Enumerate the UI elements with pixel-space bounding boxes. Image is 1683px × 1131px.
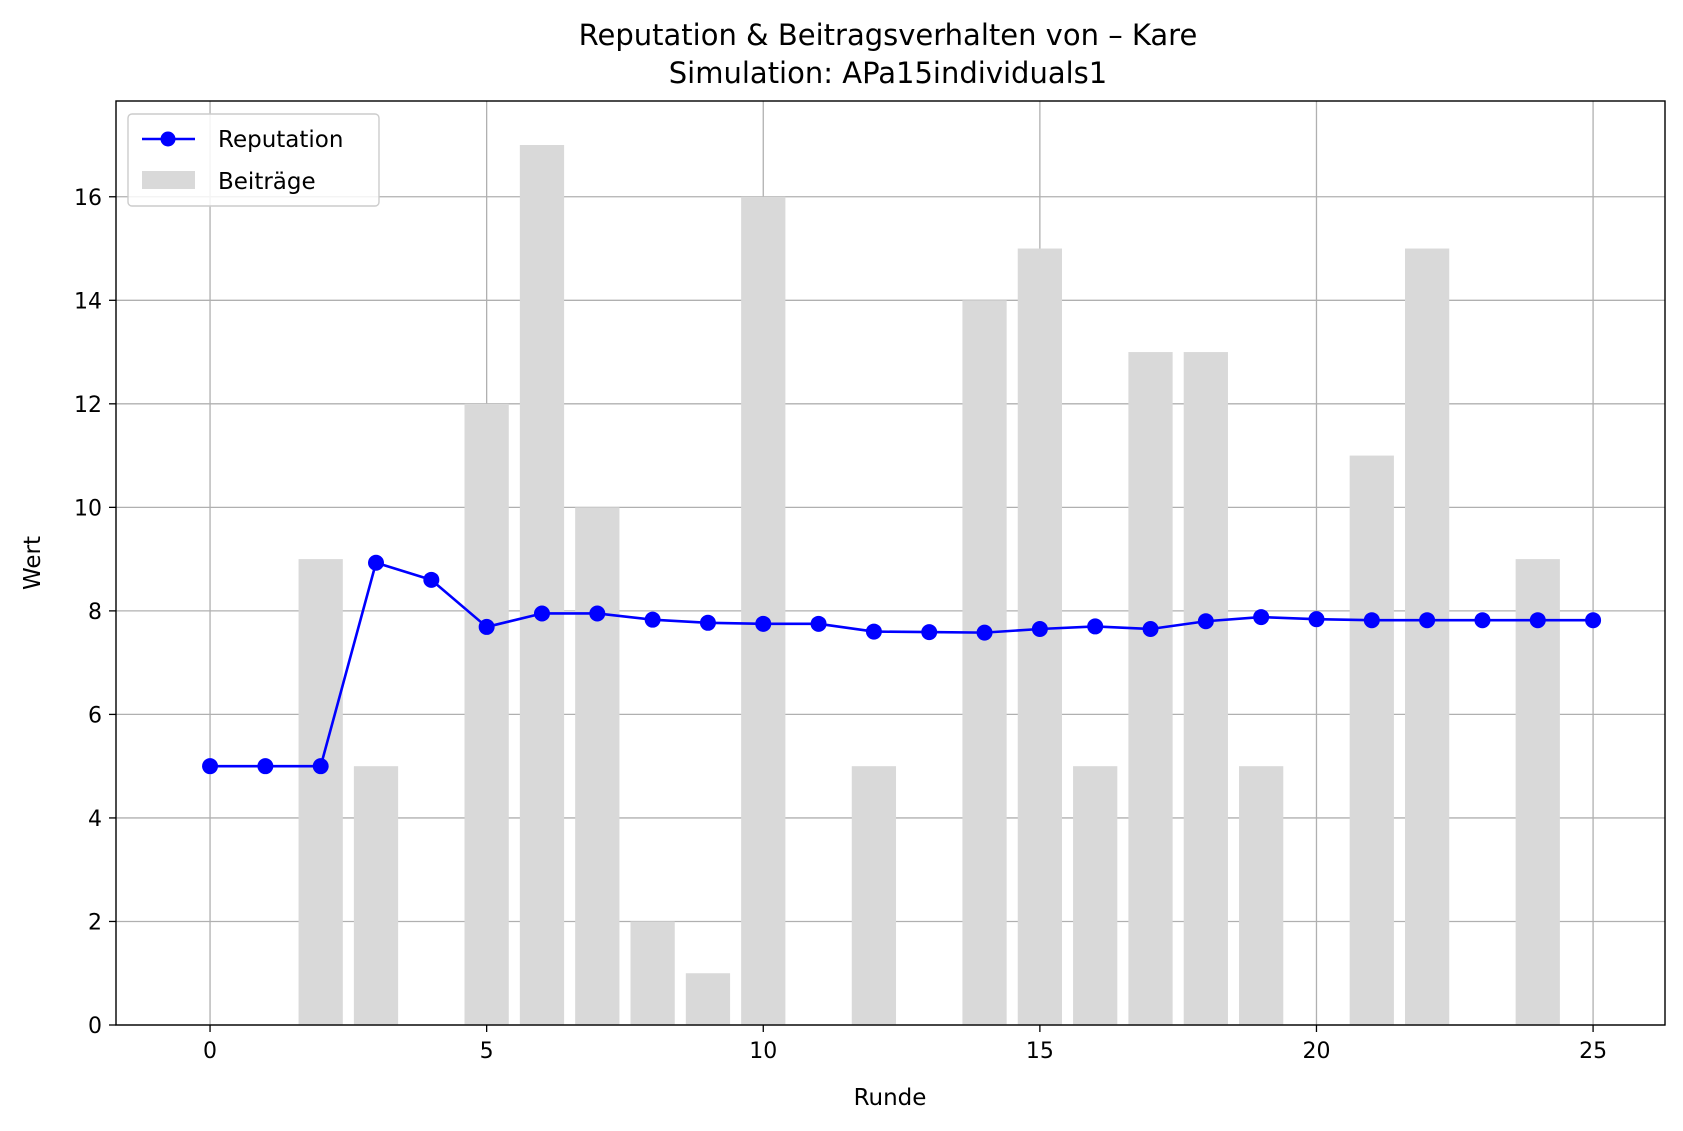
y-axis-label: Wert [20, 536, 46, 590]
reputation-point [644, 611, 661, 628]
bar [741, 196, 786, 1025]
y-tick-label: 12 [74, 393, 102, 418]
bar [1404, 248, 1450, 1025]
bar [353, 766, 399, 1025]
bar [464, 403, 509, 1026]
legend: Reputation Beiträge [127, 113, 380, 207]
reputation-point [1474, 612, 1491, 629]
y-tick-label: 6 [88, 703, 102, 728]
bar [962, 300, 1007, 1025]
bar [630, 921, 675, 1025]
reputation-point [865, 623, 882, 640]
bar [519, 145, 565, 1025]
reputation-point [368, 554, 385, 571]
reputation-point [1142, 621, 1159, 637]
y-tick-label: 16 [74, 186, 102, 211]
legend-beitraege-swatch [142, 171, 195, 189]
reputation-point [1197, 613, 1214, 630]
x-tick-label: 15 [1026, 1039, 1054, 1064]
reputation-point [478, 618, 495, 635]
reputation-point [1253, 609, 1270, 626]
reputation-point [1308, 611, 1325, 628]
x-tick-label: 10 [749, 1039, 777, 1064]
x-tick-label: 0 [203, 1039, 217, 1064]
reputation-point [755, 615, 772, 632]
bar [1239, 766, 1284, 1025]
reputation-point [1087, 618, 1104, 635]
reputation-line [210, 561, 1594, 768]
reputation-point [257, 758, 274, 775]
plot-frame [115, 100, 1666, 1026]
y-tick-label: 14 [74, 289, 102, 314]
bar-series [298, 145, 1560, 1026]
reputation-point [533, 605, 550, 622]
y-tick-label: 4 [88, 807, 102, 832]
reputation-point [202, 758, 219, 775]
reputation-point [1529, 612, 1546, 629]
y-tick-label: 10 [74, 496, 102, 521]
reputation-point [921, 624, 938, 641]
x-tick-label: 25 [1579, 1039, 1607, 1064]
x-axis-label: Runde [854, 1085, 927, 1111]
reputation-point [1363, 612, 1380, 629]
reputation-point [699, 614, 716, 631]
y-tick-label: 0 [88, 1014, 102, 1039]
bar [685, 973, 731, 1025]
reputation-point [1419, 612, 1436, 629]
reputation-point [810, 615, 827, 632]
legend-label-beitraege: Beiträge [218, 169, 316, 195]
bar [575, 507, 620, 1026]
y-tick-label: 8 [88, 600, 102, 625]
chart-title: Reputation & Beitragsverhalten von – Kar… [579, 18, 1198, 52]
reputation-point [1585, 612, 1602, 629]
reputation-point [423, 571, 440, 588]
bar [1183, 352, 1228, 1025]
reputation-point [976, 624, 993, 641]
bar [1349, 455, 1394, 1025]
bar [1515, 559, 1560, 1025]
reputation-point [312, 758, 329, 775]
reputation-point [1031, 621, 1048, 637]
legend-label-reputation: Reputation [218, 127, 343, 153]
x-tick-label: 5 [480, 1039, 494, 1064]
line-series [202, 554, 1602, 775]
x-tick-label: 20 [1302, 1039, 1330, 1064]
legend-reputation-marker [160, 131, 176, 147]
bar [1073, 766, 1118, 1025]
reputation-point [589, 605, 606, 622]
chart-subtitle: Simulation: APa15individuals1 [669, 56, 1107, 90]
bar [851, 766, 897, 1025]
bar [1128, 352, 1173, 1025]
bar [298, 559, 343, 1025]
y-tick-label: 2 [88, 910, 102, 935]
axis-ticks: 0 5 10 15 20 25 0 2 4 6 8 10 12 14 16 [74, 186, 1607, 1064]
